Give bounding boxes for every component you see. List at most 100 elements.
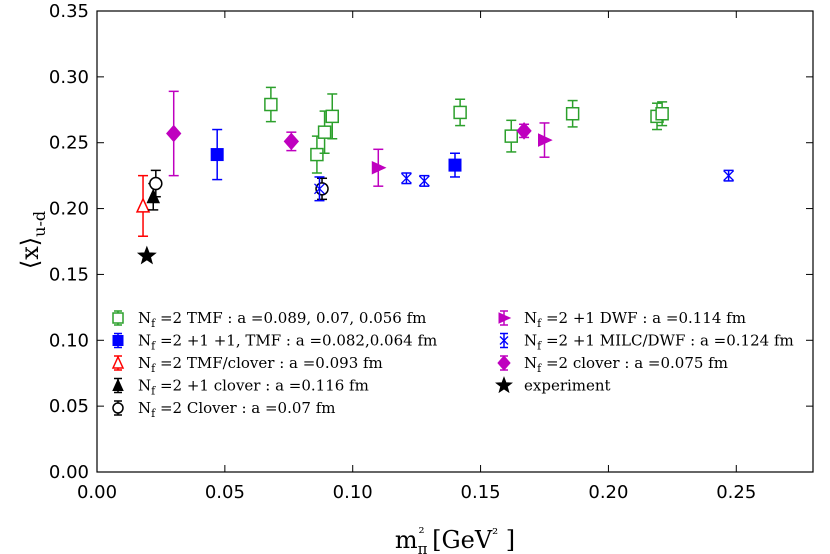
- y-tick-label: 0.30: [49, 67, 89, 88]
- marker-circle-open: [315, 182, 329, 196]
- y-tick-label: 0.10: [49, 330, 89, 351]
- legend-label: Nf =2 +1 +1, TMF : a =0.082,0.064 fm: [138, 332, 437, 353]
- plot-area: [96, 10, 814, 473]
- legend-entry: Nf =2 +1 MILC/DWF : a =0.124 fm: [499, 332, 794, 353]
- marker-x-stroke: [723, 170, 735, 182]
- data-point: [315, 177, 329, 201]
- legend-label: Nf =2 clover : a =0.075 fm: [524, 354, 728, 375]
- marker-diamond: [283, 132, 300, 151]
- marker-diamond: [497, 355, 511, 371]
- series-star: [136, 245, 157, 265]
- marker-square-filled: [210, 148, 224, 162]
- series-square-filled: [210, 128, 462, 181]
- marker-circle-open: [112, 402, 124, 414]
- marker-x-stroke: [499, 336, 509, 345]
- series-x-cross: [314, 169, 735, 202]
- data-point: [317, 110, 332, 155]
- legend-entry: Nf =2 +1 DWF : a =0.114 fm: [498, 309, 746, 330]
- y-tick-label: 0.35: [49, 1, 89, 22]
- series-circle-open: [149, 169, 329, 201]
- legend-label: experiment: [524, 377, 611, 395]
- series-triangle-up-open: [135, 174, 151, 237]
- plot-frame: [96, 10, 814, 473]
- data-point: [283, 131, 300, 152]
- axis-ticks: 0.00 0.05 0.10 0.15 0.20 0.25 0.00 0.05 0.10 0.15…: [49, 1, 813, 503]
- legend-label: Nf =2 TMF/clover : a =0.093 fm: [138, 354, 383, 375]
- legend-entry: experiment: [495, 376, 611, 395]
- legend-label: Nf =2 +1 MILC/DWF : a =0.124 fm: [524, 332, 794, 353]
- y-tick-label: 0.25: [49, 133, 89, 154]
- marker-triangle-open: [111, 355, 125, 369]
- data-point: [453, 98, 467, 127]
- y-tick-label: 0.05: [49, 396, 89, 417]
- marker-star: [495, 376, 513, 394]
- series-triangle-right-filled: [371, 122, 553, 187]
- marker-x-stroke: [314, 183, 325, 195]
- data-point: [516, 122, 532, 140]
- marker-star: [136, 245, 157, 265]
- x-axis-label: mπ² [GeV² ]: [395, 524, 515, 554]
- legend-label: Nf =2 TMF : a =0.089, 0.07, 0.056 fm: [138, 309, 426, 330]
- marker-square-open: [112, 312, 124, 324]
- data-point: [210, 128, 224, 181]
- data-point: [149, 169, 163, 198]
- data-point: [166, 90, 182, 177]
- data-point: [314, 176, 325, 202]
- marker-triangle-right: [371, 160, 387, 175]
- legend-entry: Nf =2 +1 +1, TMF : a =0.082,0.064 fm: [112, 332, 437, 353]
- legend-label: Nf =2 +1 clover : a =0.116 fm: [138, 377, 369, 398]
- marker-square-open: [310, 147, 324, 162]
- y-tick-label: 0.00: [49, 462, 89, 483]
- marker-x-stroke: [400, 172, 412, 184]
- legend-entry: Nf =2 clover : a =0.075 fm: [497, 354, 728, 375]
- data-point: [418, 174, 430, 187]
- data-point: [136, 245, 157, 265]
- marker-square-open: [453, 105, 467, 120]
- x-tick-label: 0.00: [77, 482, 117, 503]
- legend-entry: Nf =2 Clover : a =0.07 fm: [112, 399, 336, 420]
- series-diamond-filled: [166, 90, 532, 177]
- marker-square-filled: [112, 335, 124, 346]
- series-square-open: [264, 86, 669, 174]
- y-axis-label: ⟨x⟩u-d: [16, 211, 49, 269]
- legend-label: Nf =2 +1 DWF : a =0.114 fm: [524, 309, 746, 330]
- marker-diamond: [166, 124, 182, 143]
- legend-entry: Nf =2 TMF : a =0.089, 0.07, 0.056 fm: [112, 309, 426, 330]
- data-point: [371, 148, 387, 187]
- marker-diamond: [516, 122, 532, 140]
- marker-triangle-right: [498, 312, 512, 324]
- marker-square-open: [325, 109, 340, 124]
- data-point: [538, 122, 553, 158]
- marker-x-stroke: [418, 175, 430, 187]
- data-point: [655, 101, 669, 127]
- marker-square-open: [565, 106, 580, 121]
- marker-triangle-right: [538, 133, 553, 147]
- axis-labels: mπ² [GeV² ] ⟨x⟩u-d: [16, 211, 515, 554]
- data-point: [504, 119, 519, 153]
- x-tick-label: 0.05: [205, 482, 245, 503]
- data-point: [310, 135, 324, 174]
- marker-square-open: [264, 97, 278, 112]
- legend-entry: Nf =2 TMF/clover : a =0.093 fm: [111, 354, 383, 375]
- data-marks: [135, 86, 735, 265]
- data-point: [400, 172, 412, 185]
- marker-square-filled: [448, 158, 462, 172]
- x-tick-label: 0.25: [716, 482, 756, 503]
- data-point: [723, 169, 735, 182]
- marker-triangle-filled: [112, 378, 124, 391]
- x-tick-label: 0.20: [588, 482, 628, 503]
- x-tick-label: 0.10: [333, 482, 373, 503]
- data-point: [325, 93, 340, 140]
- data-point: [448, 152, 462, 178]
- y-tick-label: 0.15: [49, 264, 89, 285]
- data-point: [135, 174, 151, 237]
- marker-circle-open: [149, 176, 163, 191]
- marker-square-open: [317, 125, 332, 139]
- marker-triangle-open: [135, 197, 151, 213]
- marker-square-open: [504, 129, 519, 143]
- data-point: [264, 86, 278, 123]
- y-tick-label: 0.20: [49, 199, 89, 220]
- legend-entry: Nf =2 +1 clover : a =0.116 fm: [112, 377, 369, 398]
